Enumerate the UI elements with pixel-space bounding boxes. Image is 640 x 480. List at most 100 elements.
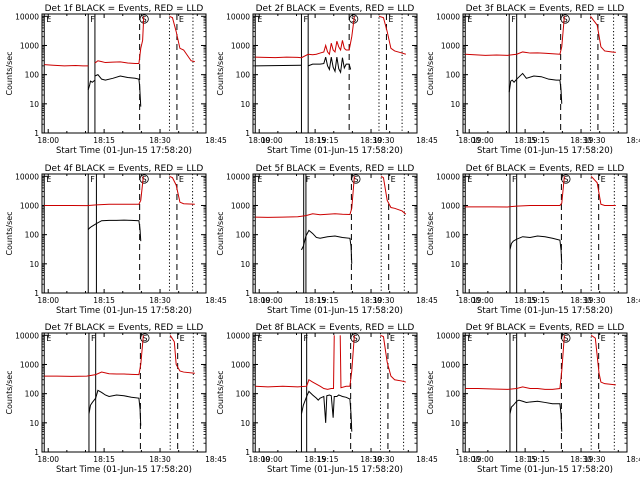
events-series [509,235,563,264]
series-segment [94,16,145,65]
event-marker-label: E [467,15,472,24]
event-marker-label: F [306,175,311,184]
events-series [88,389,142,426]
series-segment [87,219,142,242]
series-segment [307,56,352,75]
chart-title: Det 5f BLACK = Events, RED = LLD [256,164,415,174]
x-tick-label: 18:15 [304,296,326,305]
x-tick-label: 18:00 [248,455,270,464]
x-tick-label: 19:30 [584,455,606,464]
event-marker-label: S [353,334,358,343]
event-marker-label: E [467,334,472,343]
x-tick-label: 18:45 [416,455,438,464]
chart-title: Det 1f BLACK = Events, RED = LLD [45,4,204,14]
events-series [87,74,142,107]
event-marker-label: F [512,175,517,184]
y-tick-label: 10 [29,419,39,428]
x-tick-label: 18:00 [248,136,270,145]
chart-panel-6: Det 6f BLACK = Events, RED = LLD Start Ti… [426,164,640,316]
y-tick-label: 10 [450,419,460,428]
event-marker-label: S [563,15,568,24]
series-segment [94,74,142,107]
y-tick-label: 1 [455,289,460,298]
series-segment [590,175,616,206]
y-tick-label: 1000 [20,41,39,50]
event-marker-label: E [257,334,262,343]
event-marker-label: E [601,334,606,343]
lld-series [255,175,407,218]
series-segment [255,176,355,218]
y-tick-label: 1 [245,129,250,138]
lld-series [44,335,195,377]
y-tick-label: 10000 [436,172,460,181]
event-marker-label: F [90,175,95,184]
x-axis-label: Start Time (01-Jun-15 17:58:20) [267,146,403,156]
y-tick-label: 1000 [20,201,39,210]
x-tick-label: 18:30 [149,455,171,464]
x-axis-label: Start Time (01-Jun-15 17:58:20) [267,306,403,316]
event-marker-label: S [142,15,147,24]
x-tick-label: 18:00 [458,296,480,305]
chart-panel-2: Det 2f BLACK = Events, RED = LLD Start Ti… [216,4,606,156]
event-marker-label: E [600,15,605,24]
series-segment [169,15,195,63]
x-tick-label: 18:45 [205,455,227,464]
series-segment [44,64,89,67]
events-series [508,72,563,104]
saa-marker-circle [561,174,571,184]
y-tick-label: 100 [25,71,40,80]
y-tick-label: 10000 [15,172,39,181]
event-marker-label: F [303,15,308,24]
plot-frame [462,173,628,294]
chart-title: Det 9f BLACK = Events, RED = LLD [466,323,625,333]
x-tick-label: 18:15 [304,455,326,464]
series-segment [255,16,355,59]
y-axis-label: Counts/sec [426,51,435,95]
x-tick-label: 18:15 [93,296,115,305]
lld-series [44,15,195,67]
y-tick-label: 1 [455,448,460,457]
series-segment [465,335,565,390]
x-tick-label: 18:30 [149,136,171,145]
series-segment [509,235,563,264]
event-marker-label: E [179,175,184,184]
series-segment [169,335,195,374]
plot-frame [252,13,418,134]
y-tick-label: 1000 [441,41,460,50]
x-tick-label: 19:15 [528,455,550,464]
x-tick-label: 18:30 [570,455,592,464]
x-tick-label: 18:00 [458,136,480,145]
lld-series [465,175,616,208]
x-tick-label: 19:00 [261,296,283,305]
x-tick-label: 18:45 [205,136,227,145]
x-tick-label: 18:15 [514,136,536,145]
saa-marker-circle [139,14,149,24]
plot-frame [41,173,207,294]
series-segment [44,176,144,207]
y-axis-label: Counts/sec [5,370,14,414]
saa-marker-circle [351,174,361,184]
y-tick-label: 10 [450,260,460,269]
lld-series [465,334,616,390]
x-tick-label: 19:30 [373,296,395,305]
saa-marker-circle [561,333,571,343]
x-tick-label: 18:30 [360,296,382,305]
series-segment [590,16,616,53]
x-tick-label: 19:15 [317,136,339,145]
y-axis-label: Counts/sec [216,51,225,95]
x-tick-label: 19:15 [528,296,550,305]
chart-panel-5: Det 5f BLACK = Events, RED = LLD Start Ti… [216,164,606,316]
x-axis-label: Start Time (01-Jun-15 17:58:20) [477,146,613,156]
x-tick-label: 18:30 [570,136,592,145]
series-segment [508,72,563,104]
y-tick-label: 10 [240,419,250,428]
series-segment [509,399,563,432]
x-tick-label: 19:00 [472,296,494,305]
event-marker-label: F [512,334,517,343]
lld-series [44,175,195,207]
y-tick-label: 10 [240,100,250,109]
chart-panel-7: Det 7f BLACK = Events, RED = LLD Start Ti… [5,323,395,475]
series-segment [590,334,616,386]
event-marker-label: F [511,15,516,24]
chart-panel-8: Det 8f BLACK = Events, RED = LLD Start Ti… [216,323,606,475]
